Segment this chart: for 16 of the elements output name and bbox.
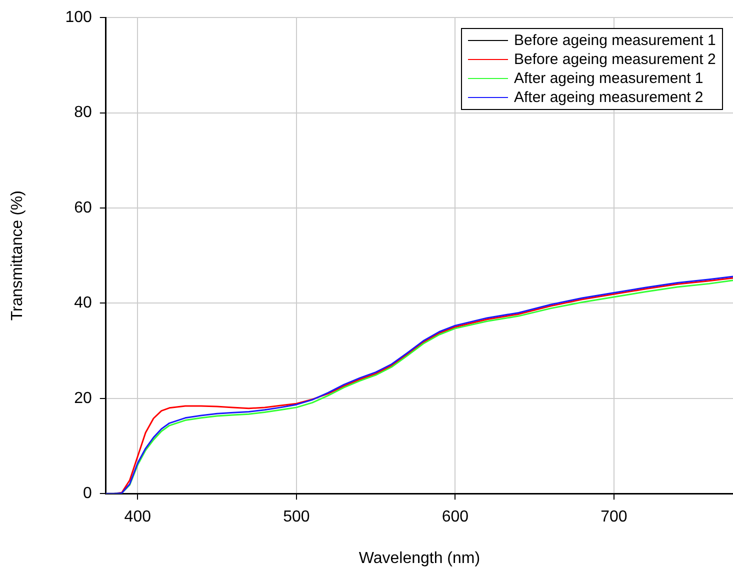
legend-label: After ageing measurement 1 (514, 68, 704, 88)
x-axis-title: Wavelength (nm) (358, 550, 480, 567)
y-tick-label: 80 (74, 104, 92, 122)
y-axis-title: Transmittance (%) (9, 190, 26, 321)
legend-label: Before ageing measurement 1 (514, 30, 716, 50)
legend-label: Before ageing measurement 2 (514, 50, 716, 69)
x-tick-label: 600 (442, 508, 469, 526)
x-tick-label: 700 (600, 508, 628, 526)
y-tick-label: 60 (74, 199, 92, 216)
y-tick-label: 40 (74, 294, 92, 312)
x-tick-label: 400 (124, 508, 152, 526)
y-tick-label: 20 (74, 390, 92, 407)
legend-label: After ageing measurement 2 (514, 88, 704, 107)
x-tick-label: 500 (283, 508, 310, 526)
y-tick-label: 100 (65, 9, 92, 26)
y-tick-label: 0 (82, 485, 92, 502)
